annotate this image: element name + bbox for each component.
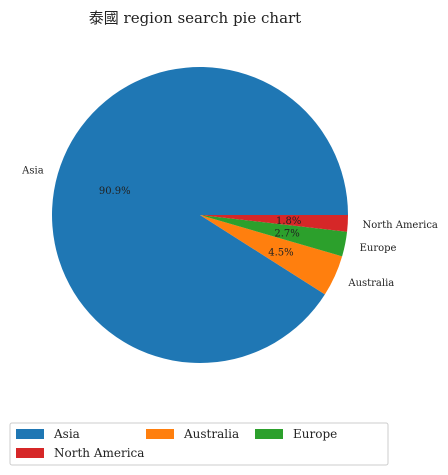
legend-label-north-america: North America xyxy=(54,446,144,460)
pie-slice-north-america xyxy=(200,215,348,232)
pie-slices xyxy=(52,66,348,363)
percent-label-australia: 4.5% xyxy=(268,248,293,259)
legend-frame xyxy=(9,422,389,466)
legend-label-asia: Asia xyxy=(53,427,80,441)
legend-label-australia: Australia xyxy=(183,427,239,441)
legend-label-europe: Europe xyxy=(293,427,337,441)
category-label-australia: Australia xyxy=(347,278,394,289)
pie-slice-australia xyxy=(200,215,343,295)
legend: Asia Australia Europe North America xyxy=(9,422,389,466)
percent-label-europe: 2.7% xyxy=(274,228,299,239)
pie-slice-asia xyxy=(52,66,348,363)
legend-swatch-asia xyxy=(16,429,44,439)
pie-slice-europe xyxy=(200,215,348,257)
category-label-north-america: North America xyxy=(363,220,438,231)
category-label-asia: Asia xyxy=(21,166,44,177)
percent-label-asia: 90.9% xyxy=(99,186,131,197)
percent-label-north-america: 1.8% xyxy=(276,216,301,227)
pie-labels: Asia 90.9% Australia 4.5% Europe 2.7% North Am… xyxy=(21,166,438,290)
category-label-europe: Europe xyxy=(360,243,397,254)
chart-title: 泰國 region search pie chart xyxy=(89,9,301,27)
legend-swatch-europe xyxy=(255,429,283,439)
legend-swatch-australia xyxy=(146,429,174,439)
legend-swatch-north-america xyxy=(16,448,44,458)
